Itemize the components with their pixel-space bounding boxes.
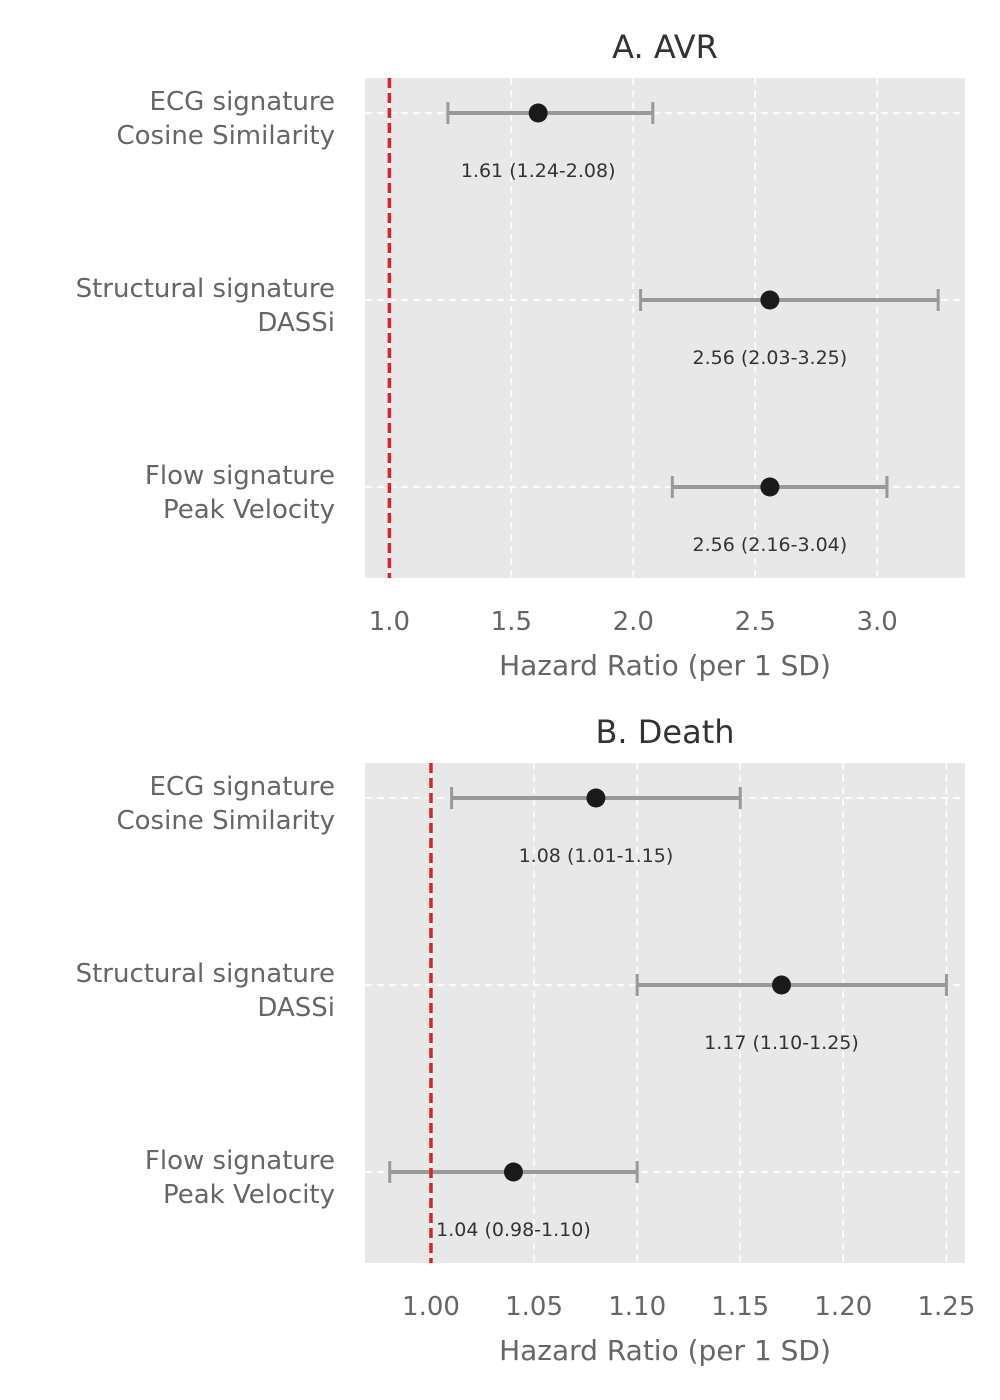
data-label: 1.08 (1.01-1.15)	[519, 845, 674, 867]
x-tick-label: 1.15	[711, 1292, 769, 1322]
data-label: 2.56 (2.03-3.25)	[693, 347, 848, 369]
hazard-ratio-point	[503, 1162, 523, 1182]
y-label-metric: DASSi	[257, 308, 335, 338]
data-label: 1.61 (1.24-2.08)	[461, 160, 616, 182]
y-label-metric: DASSi	[257, 993, 335, 1023]
hazard-ratio-point	[586, 788, 606, 808]
x-tick-label: 1.20	[814, 1292, 872, 1322]
x-tick-label: 2.0	[613, 607, 654, 637]
panel-avr: 1.0 1.5 2.0 2.5 3.0 A. AVR Hazard Ratio (per 1…	[76, 28, 965, 682]
data-label: 1.04 (0.98-1.10)	[436, 1219, 591, 1241]
y-label-metric: Peak Velocity	[163, 495, 335, 525]
x-tick-label: 1.25	[917, 1292, 975, 1322]
x-tick-label: 2.5	[735, 607, 776, 637]
panel-title: A. AVR	[612, 28, 718, 66]
y-label-signature: ECG signature	[150, 772, 335, 802]
y-label-metric: Cosine Similarity	[117, 121, 336, 151]
y-label-metric: Peak Velocity	[163, 1180, 335, 1210]
y-label-signature: Structural signature	[76, 274, 335, 304]
y-label-signature: Flow signature	[145, 1146, 335, 1176]
x-tick-label: 3.0	[857, 607, 898, 637]
plot-background	[365, 763, 965, 1263]
y-label-metric: Cosine Similarity	[117, 806, 336, 836]
plot-background	[365, 78, 965, 578]
panel-title: B. Death	[595, 713, 734, 751]
x-tick-label: 1.05	[505, 1292, 563, 1322]
y-label-signature: ECG signature	[150, 87, 335, 117]
hazard-ratio-point	[771, 975, 791, 995]
y-label-signature: Flow signature	[145, 461, 335, 491]
y-label-signature: Structural signature	[76, 959, 335, 989]
x-axis-label: Hazard Ratio (per 1 SD)	[499, 1334, 831, 1367]
x-axis-label: Hazard Ratio (per 1 SD)	[499, 649, 831, 682]
x-tick-label: 1.10	[608, 1292, 666, 1322]
panel-death: 1.00 1.05 1.10 1.15 1.20 1.25 B. Death Hazard R…	[76, 713, 976, 1367]
data-label: 2.56 (2.16-3.04)	[693, 534, 848, 556]
hazard-ratio-point	[760, 290, 780, 310]
x-tick-label: 1.0	[369, 607, 410, 637]
data-label: 1.17 (1.10-1.25)	[704, 1032, 859, 1054]
x-tick-label: 1.00	[402, 1292, 460, 1322]
x-tick-label: 1.5	[491, 607, 532, 637]
hazard-ratio-point	[528, 103, 548, 123]
hazard-ratio-point	[760, 477, 780, 497]
